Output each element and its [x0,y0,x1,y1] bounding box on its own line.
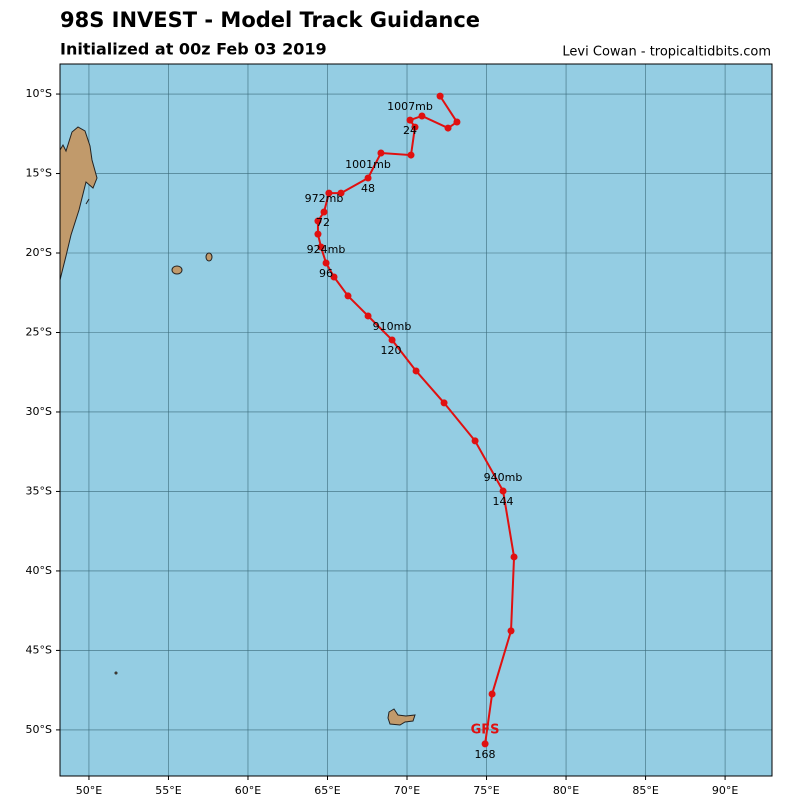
track-point [488,690,496,698]
hour-label: 168 [475,748,496,761]
track-point [499,487,507,495]
track-point [453,118,461,126]
track-point [406,116,414,124]
model-label: GFS [471,722,500,737]
track-point [407,151,415,159]
x-tick-label: 80°E [553,784,579,797]
track-point [364,312,372,320]
x-tick-label: 70°E [394,784,420,797]
x-tick-label: 90°E [712,784,738,797]
pressure-label: 1001mb [345,158,391,171]
pressure-label: 924mb [307,243,346,256]
track-point [325,189,333,197]
crozet [114,671,118,675]
track-point [418,112,426,120]
y-tick-label: 30°S [26,405,52,418]
hour-label: 120 [381,344,402,357]
madagascar [59,126,98,281]
mauritius [205,252,213,262]
track-point [344,292,352,300]
y-tick-label: 20°S [26,246,52,259]
x-tick-label: 75°E [473,784,499,797]
y-tick-label: 45°S [26,643,52,656]
track-point [436,92,444,100]
track-point [388,336,396,344]
track-point [322,259,330,267]
pressure-label: 940mb [484,471,523,484]
ocean [60,64,772,776]
track: GFS 1007mb 1001mb 972mb 924mb 910mb 940mb 24 48 7… [305,92,523,761]
y-tick-label: 35°S [26,484,52,497]
pressure-label: 910mb [373,320,412,333]
hour-label: 96 [319,267,333,280]
y-tick-label: 50°S [26,723,52,736]
credit: Levi Cowan - tropicaltidbits.com [562,45,771,60]
track-line [316,95,516,745]
kerguelen [387,708,416,726]
track-point [412,367,420,375]
track-point [507,627,515,635]
track-point [320,208,328,216]
track-point [364,174,372,182]
x-tick-label: 65°E [314,784,340,797]
hour-label: 48 [361,182,375,195]
track-point [481,740,489,748]
chart-subtitle: Initialized at 00z Feb 03 2019 [60,40,327,59]
track-point [377,149,385,157]
hour-label: 24 [403,124,417,137]
x-tick-label: 50°E [76,784,102,797]
land [59,126,416,726]
track-point [314,230,322,238]
grid [60,64,772,776]
track-point [317,243,325,251]
track-point [411,123,419,131]
track-point [337,189,345,197]
hour-label: 144 [493,495,514,508]
chart-title: 98S INVEST - Model Track Guidance [60,8,480,32]
pressure-label: 972mb [305,192,344,205]
track-point [440,399,448,407]
track-point [471,437,479,445]
islet [85,198,90,205]
x-tick-label: 85°E [632,784,658,797]
y-tick-label: 25°S [26,325,52,338]
x-tick-label: 55°E [155,784,181,797]
reunion [171,265,183,275]
y-tick-label: 10°S [26,87,52,100]
track-point [314,217,322,225]
hour-label: 72 [316,216,330,229]
track-point [510,553,518,561]
frame [59,63,773,777]
track-point [330,273,338,281]
track-point [444,124,452,132]
y-tick-label: 15°S [26,167,52,180]
x-tick-label: 60°E [235,784,261,797]
pressure-label: 1007mb [387,100,433,113]
y-tick-label: 40°S [26,564,52,577]
